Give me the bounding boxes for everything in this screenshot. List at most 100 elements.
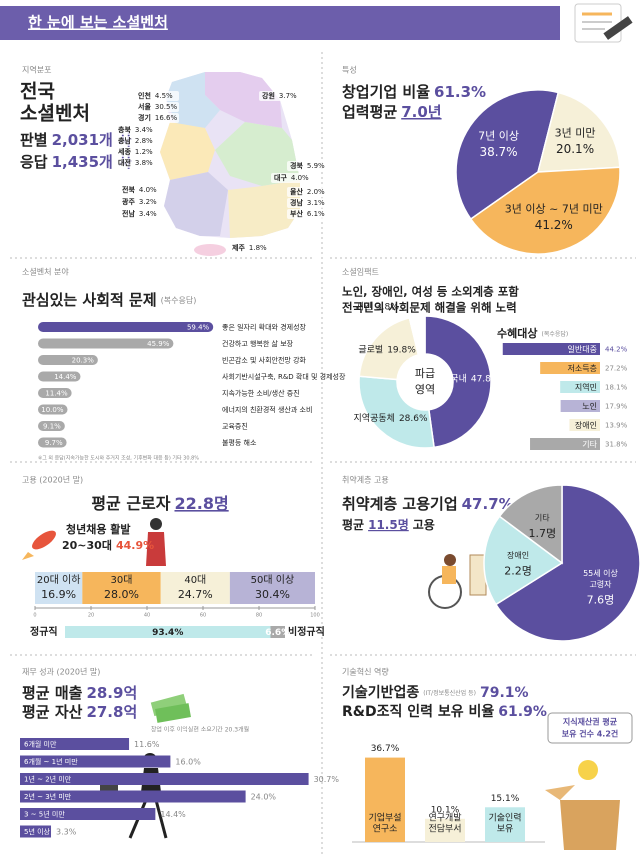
bar	[20, 738, 130, 750]
x-tick-label: 0	[33, 613, 36, 619]
text-part: 충남	[118, 136, 131, 145]
text-part: 7.0년	[401, 103, 441, 121]
bar-label: 5년 이상	[24, 827, 51, 836]
text-part: 전북	[122, 185, 135, 194]
bar-label: 건강하고 행복한 삶 보장	[222, 339, 294, 348]
text-part: 28.6%	[399, 414, 428, 424]
text-part: 1.2%	[135, 148, 153, 156]
pie-value: 1.7명	[528, 527, 556, 540]
text-part: 응답	[20, 153, 48, 171]
region-marker	[271, 173, 315, 183]
section-label: 취약계층 고용	[342, 475, 389, 485]
pie-label: 고령자	[589, 580, 612, 589]
pie-slice	[358, 316, 420, 381]
text-part: 3.4%	[135, 126, 153, 134]
bar-value: 59.4%	[187, 324, 210, 332]
text-part: 22.8명	[174, 494, 228, 513]
pie-slice	[424, 315, 492, 449]
text-part: 충북	[118, 125, 131, 134]
region-marker	[119, 197, 163, 207]
text-part: 글로벌	[358, 344, 383, 355]
x-tick-label: 80	[256, 613, 262, 619]
bar-value: 17.9%	[605, 403, 628, 411]
bar	[20, 773, 309, 785]
bar	[560, 400, 600, 412]
region-marker	[135, 113, 179, 123]
text-part: R&D조직 인력 보유 비율	[342, 703, 494, 720]
bar-label: 보유	[497, 824, 514, 835]
chart-subtitle: 창업 이후 이익실현 소요기간 20.3개월	[151, 726, 249, 734]
text-part: 울산	[290, 187, 303, 196]
bar-label: 1년 ~ 2년 미만	[24, 775, 72, 784]
text-part: 경기	[138, 113, 151, 122]
donut-label: 글로벌 19.8%	[358, 344, 416, 355]
text-part: (복수응답)	[541, 331, 568, 338]
rocket-icon	[22, 530, 56, 560]
region-label: 경기 16.6%	[138, 113, 177, 122]
contract-bar	[270, 626, 285, 638]
text-part: 평균 자산	[22, 703, 83, 721]
region-marker	[135, 91, 179, 101]
x-tick-label: 40	[144, 613, 150, 619]
ip-callout	[547, 712, 633, 744]
donut-label: 개인 3.8%	[355, 301, 399, 312]
text-part: 47.7%	[462, 495, 514, 513]
text-part: 44.9%	[116, 539, 154, 552]
column	[485, 807, 525, 842]
contract-label: 비정규직	[288, 625, 325, 638]
bar-label: 지역민	[575, 382, 597, 392]
finance-stat: 평균 자산 27.8억	[22, 703, 137, 721]
bar-label: 지속가능한 소비/생산 증진	[222, 389, 300, 398]
bar	[502, 343, 600, 355]
bar	[530, 438, 600, 450]
bar-value: 15.1%	[491, 794, 520, 804]
bar	[38, 371, 81, 382]
text-part: 1,435개 사	[52, 153, 132, 171]
region-marker	[287, 198, 331, 208]
donut-hole	[398, 355, 452, 409]
bar-value: 10.0%	[41, 406, 64, 414]
bar-label: 6개월 미만	[24, 740, 57, 749]
section-title: 취약계층 고용기업 47.7%	[342, 495, 514, 513]
bar-label: 전담부서	[428, 823, 461, 835]
text-part: 2,031개 사	[52, 131, 132, 149]
bar-value: 18.1%	[605, 384, 628, 392]
region-marker	[115, 158, 159, 168]
text-part: 전남	[122, 209, 135, 218]
region-label: 제주 1.8%	[232, 243, 267, 252]
text-part: 창업기업 비율	[342, 83, 430, 101]
region-label: 세종 1.2%	[118, 147, 153, 156]
bar-value: 3.3%	[56, 828, 77, 837]
x-tick-label: 100	[310, 613, 320, 619]
text-part: 61.3%	[434, 83, 486, 101]
text-part: 광주	[122, 197, 135, 206]
pie-value: 38.7%	[479, 145, 517, 159]
bar-value: 6.6%	[265, 628, 290, 638]
bar-value: 45.9%	[147, 340, 170, 348]
bar-value: 9.7%	[45, 439, 63, 447]
pie-value: 7.6명	[587, 593, 615, 606]
ip-text: 지식재산권 평균	[563, 717, 618, 727]
text-part: 4.0%	[139, 186, 157, 194]
bar-value: 13.9%	[605, 422, 628, 430]
bar-value: 24.7%	[178, 588, 213, 601]
section-label: 소셜임팩트	[342, 267, 379, 277]
text-part: 취약계층 고용기업	[342, 495, 458, 513]
text-part: 16.6%	[155, 114, 178, 122]
bar-value: 93.4%	[152, 628, 183, 638]
bar-value: 10.1%	[431, 805, 460, 815]
bar-label: 6개월 ~ 1년 미만	[24, 757, 78, 766]
bar-value: 16.0%	[175, 758, 201, 767]
wheelchair-illustration	[428, 554, 487, 609]
section-title: 소셜벤처	[20, 103, 90, 125]
donut-center: 영역	[415, 383, 435, 396]
text-part: 47.8%	[471, 374, 500, 384]
bar-value: 14.4%	[160, 810, 186, 819]
pie-slice	[494, 484, 641, 642]
section-title: 전국	[20, 81, 55, 103]
section-title: 관심있는 사회적 문제 (복수응답)	[22, 291, 196, 309]
region-stat: 응답 1,435개 사	[20, 153, 132, 171]
pie-value: 2.2명	[504, 565, 532, 578]
bar-label: 일반대중	[568, 345, 597, 354]
section-label: 지역분포	[22, 65, 51, 75]
